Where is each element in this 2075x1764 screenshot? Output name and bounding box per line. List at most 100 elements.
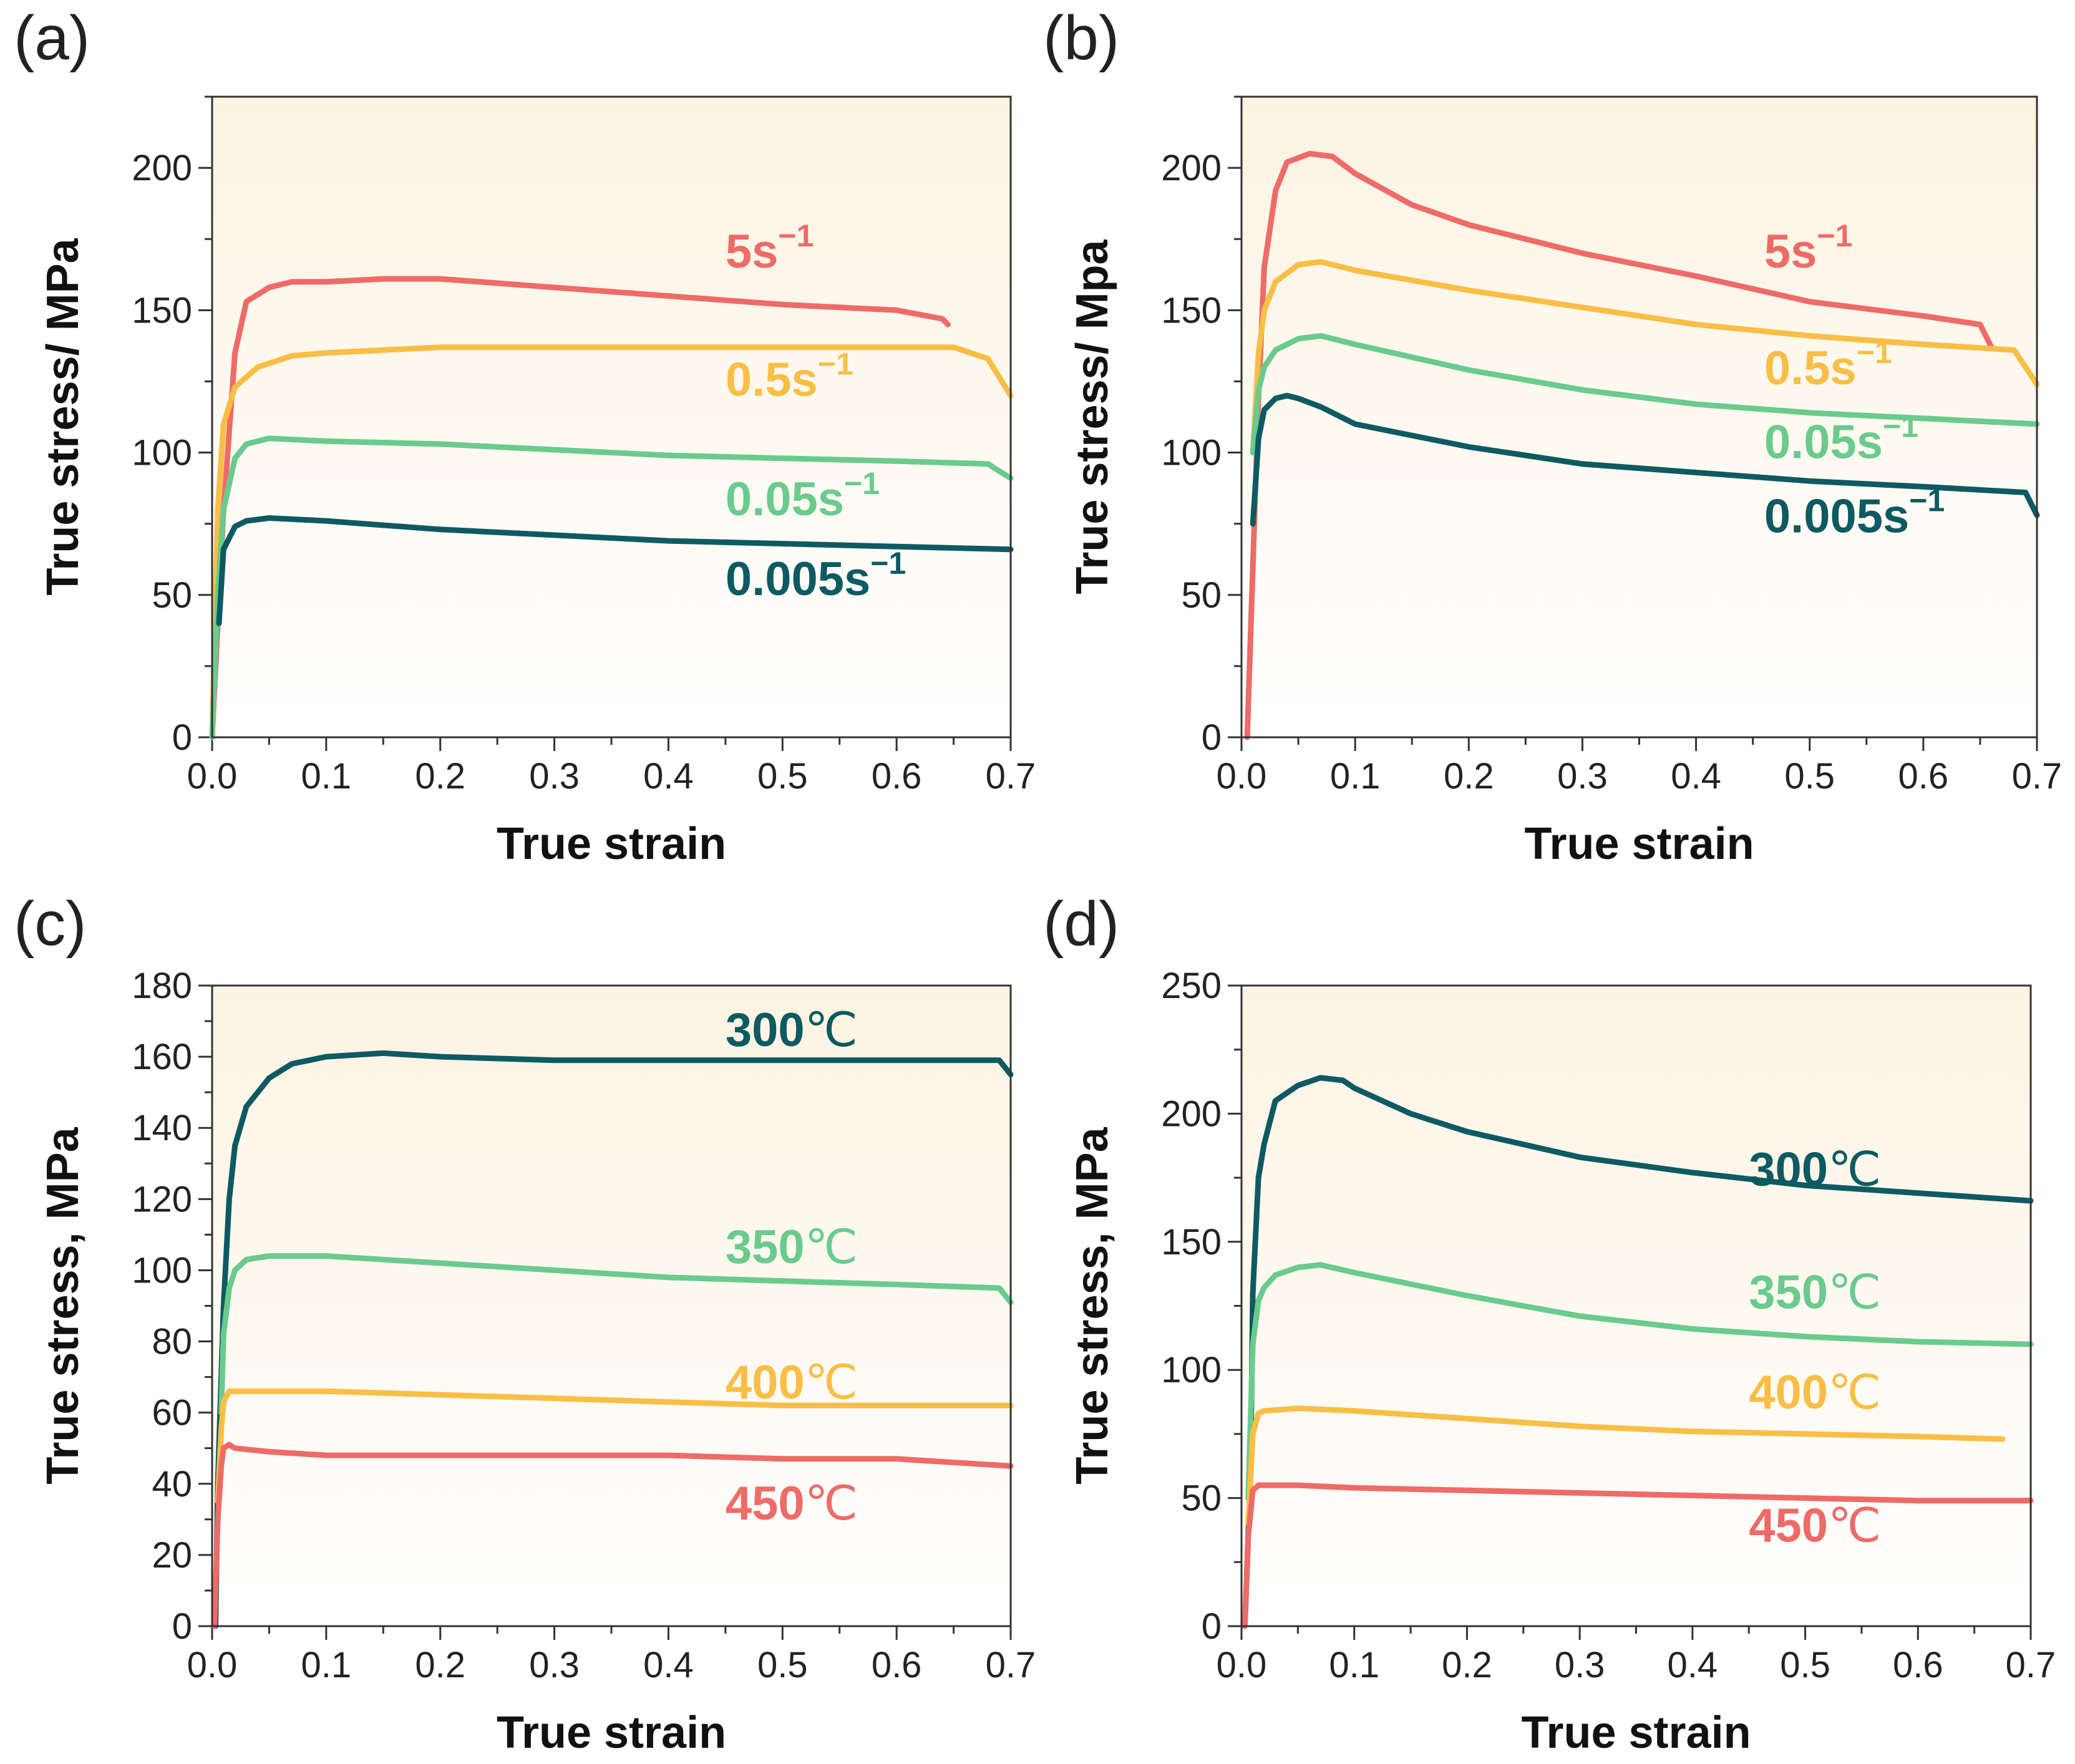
y-axis-title: True stress, MPa [1067,1127,1117,1484]
y-tick-label: 40 [152,1464,192,1505]
series-label: 450℃ [1749,1497,1881,1553]
x-tick-label: 0.6 [872,756,922,797]
x-tick-label: 0.5 [1784,756,1835,797]
series-label-unit: ℃ [1828,1497,1881,1553]
plot-background [212,986,1011,1626]
series-line-5s [209,276,951,740]
x-axis-title: True strain [1521,1708,1751,1758]
y-tick-label: 50 [152,575,192,616]
series-line-450 [211,1442,1014,1629]
series-label: 0.5s−1 [1764,335,1892,395]
series-label-value: 300 [726,1004,805,1057]
y-tick-label: 150 [1161,290,1222,331]
series-label-value: 350 [1749,1266,1828,1319]
panels: (a) 0 50 100 150 200 0.0 0.1 0.2 0.3 0.4 0.5 0.6 0.7 T… [14,3,2062,1758]
x-axis-title: True strain [1524,819,1754,869]
series-line-0-5s [1250,259,2040,456]
panel-letter: (c) [14,889,87,959]
series-line-0-05s [1250,332,2040,456]
x-tick-label: 0.4 [643,1645,694,1685]
series-label-exponent: −1 [844,466,880,501]
x-tick-label: 0.5 [757,756,808,797]
series-label-unit: ℃ [805,1002,858,1057]
y-tick-label: 200 [132,148,192,188]
x-tick-label: 0.7 [2006,1645,2056,1685]
series-label-value: 0.005s [726,553,870,606]
y-tick-label: 250 [1161,966,1222,1006]
y-tick-label: 150 [1161,1222,1222,1262]
y-tick-label: 200 [1161,148,1222,188]
x-tick-label: 0.6 [872,1645,922,1685]
x-tick-label: 0.1 [301,1645,352,1685]
series-line-0-5s [209,344,1014,740]
x-tick-label: 0.0 [187,1645,238,1685]
x-tick-label: 0.5 [757,1645,808,1685]
series-line-300 [1242,1075,2034,1629]
y-tick-label: 0 [172,1606,192,1647]
panel-letter: (a) [14,3,90,73]
series-label-exponent: −1 [1857,335,1892,370]
y-tick-label: 140 [132,1108,192,1148]
x-tick-label: 0.0 [1217,756,1267,797]
series-label-value: 5s [726,225,779,278]
series-label-value: 400 [726,1356,805,1409]
series-label: 450℃ [726,1475,858,1531]
plot-background [212,97,1011,737]
y-tick-label: 50 [1181,1478,1222,1519]
series-label-value: 0.5s [1764,342,1857,395]
plot-frame [211,95,1012,739]
x-tick-label: 0.3 [529,1645,580,1685]
series-label-exponent: −1 [1817,218,1852,253]
series-label-unit: ℃ [1828,1264,1881,1320]
series-label-unit: ℃ [1828,1141,1881,1196]
series-label-value: 350 [726,1221,805,1274]
series-label-exponent: −1 [1909,483,1945,518]
y-axis-title: True stress/ MPa [38,238,88,595]
y-tick-label: 150 [132,290,192,331]
plot-frame [211,984,1012,1627]
x-tick-label: 0.5 [1780,1645,1830,1685]
plot-frame [1240,95,2038,739]
x-axis-title: True strain [497,819,726,869]
series-line-0-005s [1250,392,2040,527]
series-label-exponent: −1 [870,546,906,581]
series-line-400 [1245,1405,2006,1527]
series-label-value: 400 [1749,1366,1828,1419]
x-tick-label: 0.2 [415,756,465,797]
x-tick-label: 0.0 [1217,1645,1267,1685]
x-tick-label: 0.4 [1671,756,1721,797]
series-label: 350℃ [1749,1264,1881,1320]
panel-letter: (b) [1043,3,1119,73]
series-label-unit: ℃ [805,1354,858,1410]
series-label: 5s−1 [1764,218,1853,278]
y-tick-label: 0 [1202,717,1222,758]
series-label-value: 0.5s [726,353,818,406]
plot-frame [1240,984,2032,1627]
x-tick-label: 0.2 [1442,1645,1492,1685]
x-tick-label: 0.6 [1898,756,1949,797]
y-tick-label: 100 [1161,1350,1222,1390]
x-tick-label: 0.4 [643,756,694,797]
series-line-350 [1245,1262,2034,1501]
y-axis-title: True stress, MPa [38,1127,88,1484]
x-tick-label: 0.3 [529,756,580,797]
x-tick-label: 0.1 [1329,1645,1379,1685]
series-label-value: 5s [1764,225,1817,278]
series-label-exponent: −1 [1883,409,1918,444]
panel-c: (c) 0 20 40 60 80 100 120 140 160 180 0.0 0.1 0.2 0.3 0… [14,889,1036,1758]
series-label: 300℃ [726,1002,858,1057]
x-axis-title: True strain [497,1708,726,1758]
series-label-unit: ℃ [1828,1364,1881,1420]
series-label-unit: ℃ [805,1475,858,1531]
series-line-0-005s [216,515,1014,626]
x-tick-label: 0.7 [986,756,1036,797]
panel-letter: (d) [1043,889,1119,959]
y-tick-label: 120 [132,1179,192,1219]
series-label: 350℃ [726,1219,858,1274]
series-label: 0.5s−1 [726,346,853,406]
x-tick-label: 0.3 [1557,756,1608,797]
x-tick-label: 0.3 [1555,1645,1605,1685]
y-tick-label: 80 [152,1322,192,1362]
x-tick-label: 0.1 [301,756,352,797]
x-tick-label: 0.4 [1668,1645,1718,1685]
